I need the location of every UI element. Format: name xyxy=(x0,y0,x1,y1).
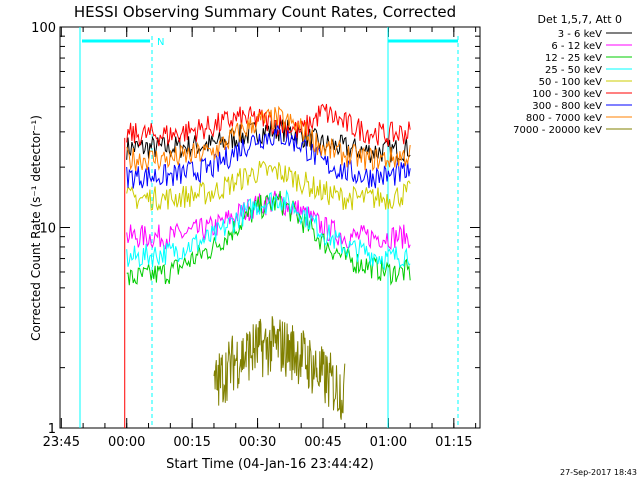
legend-label: 100 - 300 keV xyxy=(532,89,602,100)
series-line xyxy=(126,103,411,147)
legend-label: 7000 - 20000 keV xyxy=(513,125,602,136)
series-line xyxy=(126,105,411,172)
y-tick-label: 100 xyxy=(31,21,56,36)
footer-timestamp: 27-Sep-2017 18:43 xyxy=(560,468,637,477)
legend-label: 3 - 6 keV xyxy=(558,29,602,40)
legend-label: 50 - 100 keV xyxy=(539,77,603,88)
legend-label: 800 - 7000 keV xyxy=(526,113,602,124)
legend-label: 300 - 800 keV xyxy=(532,101,602,112)
chart-title: HESSI Observing Summary Count Rates, Cor… xyxy=(74,3,456,21)
series-line xyxy=(126,189,411,271)
x-tick-label: 00:00 xyxy=(108,435,145,450)
y-tick-label: 10 xyxy=(39,222,56,237)
series-line xyxy=(126,190,411,286)
legend-label: 12 - 25 keV xyxy=(545,53,602,64)
series-line xyxy=(126,124,411,189)
x-axis-label: Start Time (04-Jan-16 23:44:42) xyxy=(166,457,374,472)
y-axis-label: Corrected Count Rate (s⁻¹ detector⁻¹) xyxy=(29,115,43,341)
y-tick-label: 1 xyxy=(48,422,56,437)
series-line xyxy=(126,160,411,211)
x-tick-label: 00:15 xyxy=(173,435,210,450)
x-tick-label: 23:45 xyxy=(43,435,80,450)
series-line xyxy=(213,316,346,420)
x-tick-label: 01:15 xyxy=(435,435,472,450)
legend-label: 25 - 50 keV xyxy=(545,65,602,76)
night-marker-label: N xyxy=(157,37,164,48)
legend-label: 6 - 12 keV xyxy=(551,41,602,52)
x-tick-label: 00:45 xyxy=(304,435,341,450)
x-tick-label: 00:30 xyxy=(239,435,276,450)
x-tick-label: 01:00 xyxy=(370,435,407,450)
legend-header: Det 1,5,7, Att 0 xyxy=(538,13,622,26)
